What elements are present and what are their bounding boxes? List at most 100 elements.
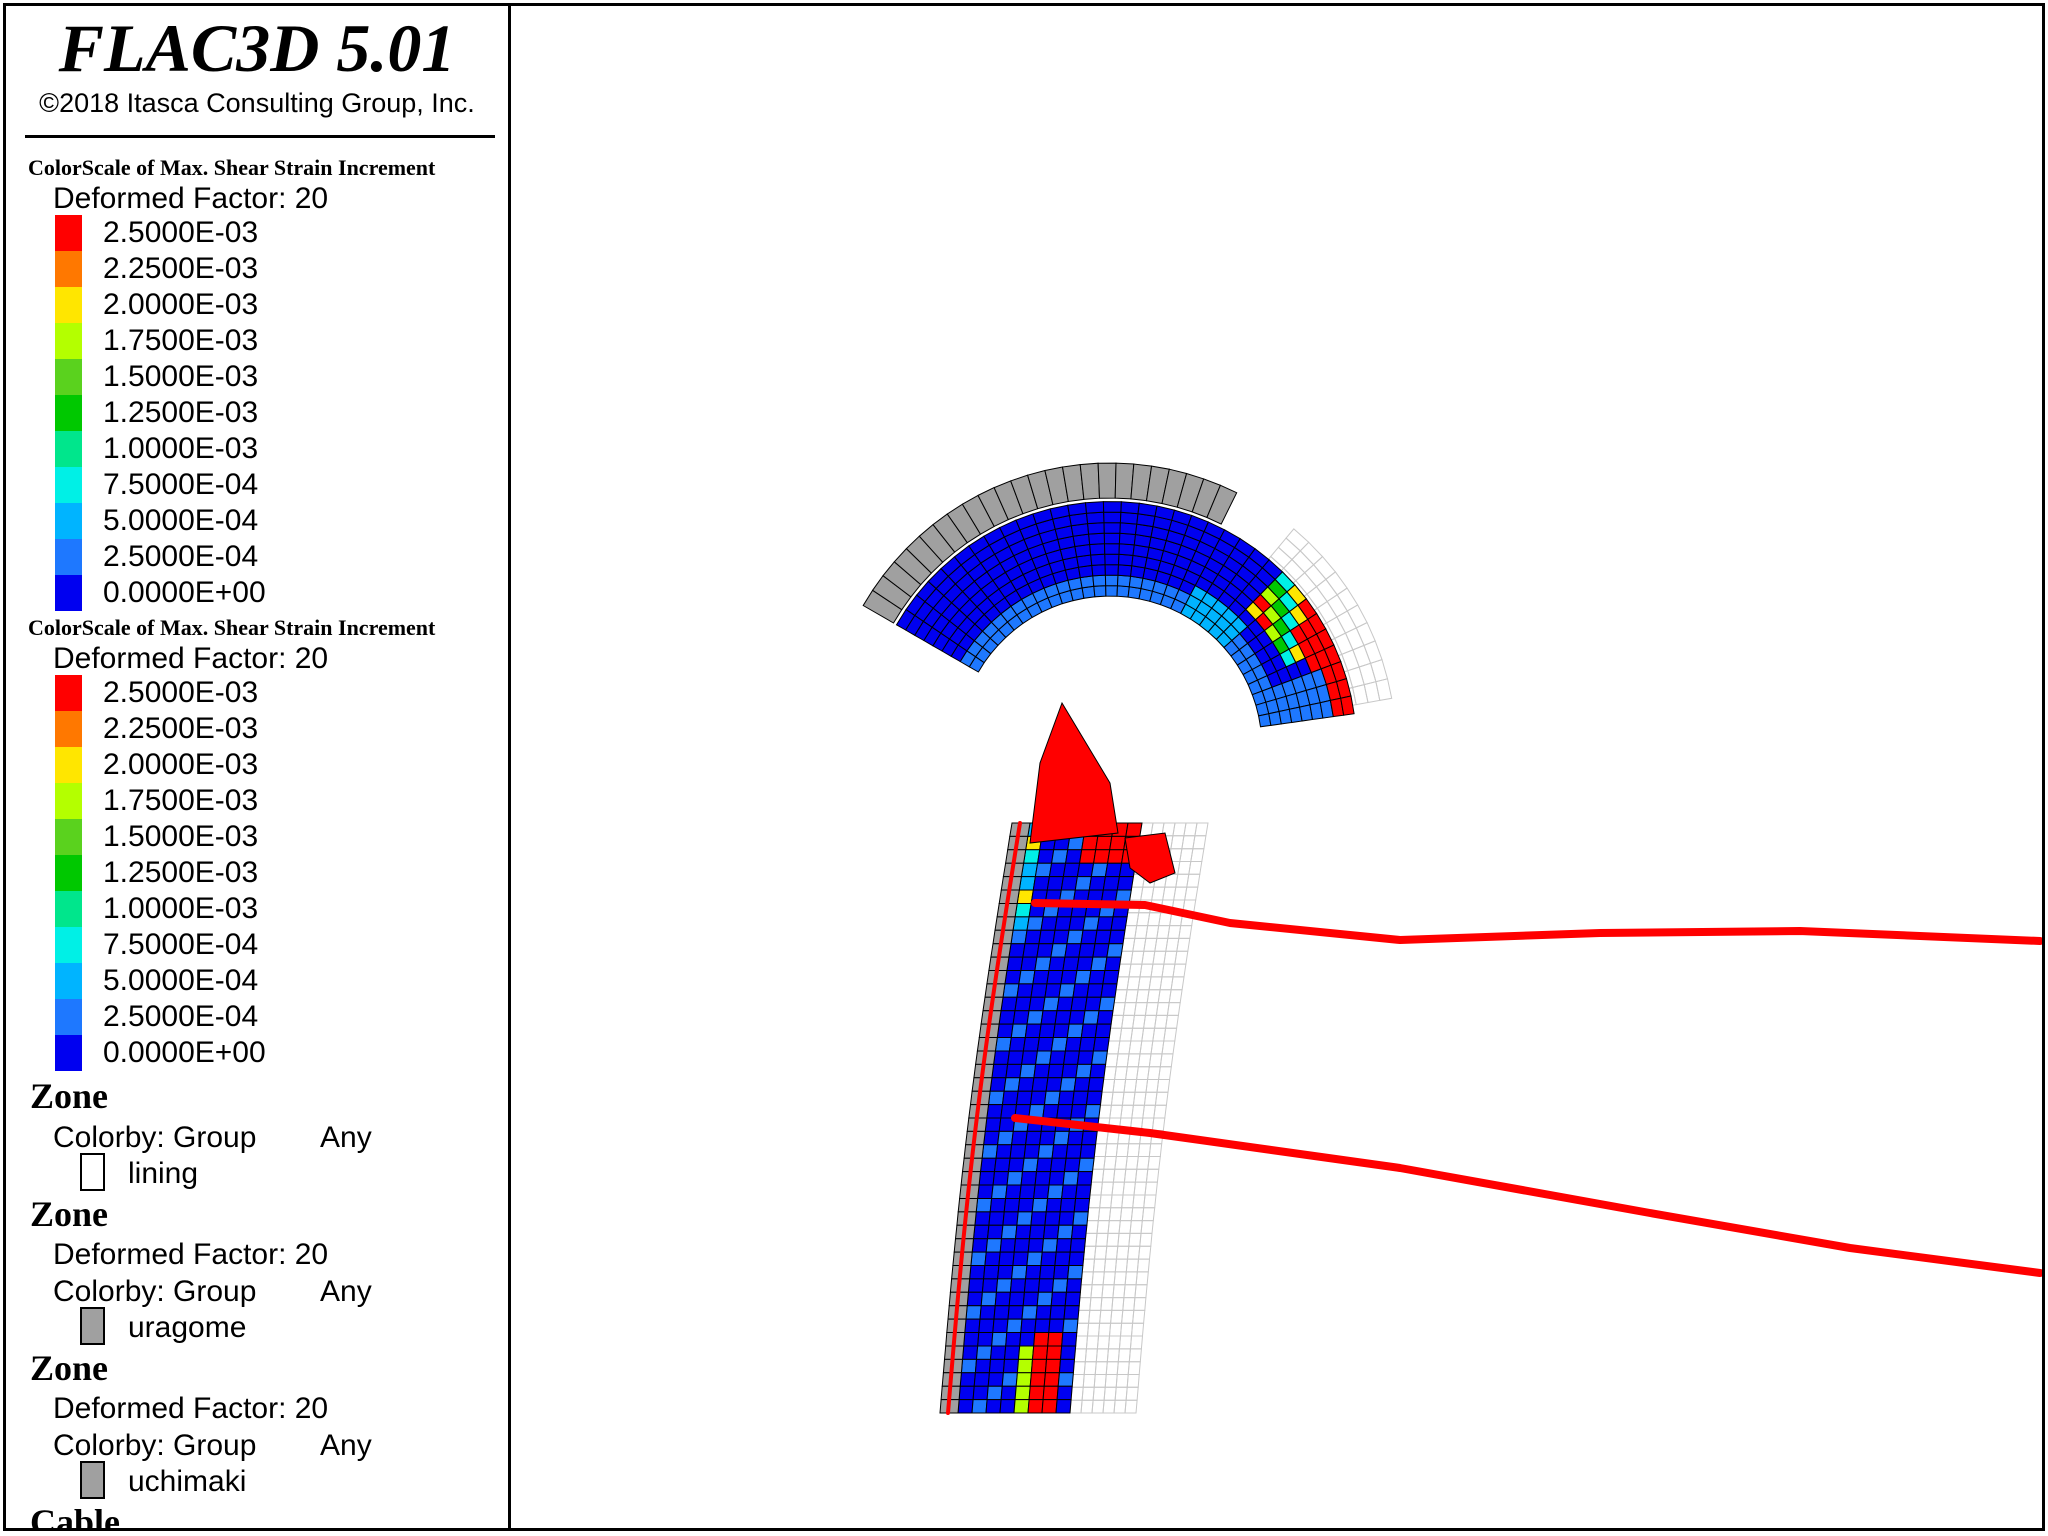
ghost-cell	[1084, 1232, 1098, 1247]
deformed-factor-label: Deformed Factor: 20	[53, 182, 329, 215]
ghost-cell	[1110, 1194, 1124, 1209]
ghost-cell	[1112, 1284, 1126, 1299]
ghost-cell	[1109, 1104, 1123, 1119]
strain-cell	[1065, 1278, 1083, 1293]
strain-cell	[1000, 1224, 1018, 1240]
strain-cell	[993, 1050, 1010, 1065]
strain-cell	[1117, 553, 1134, 567]
strain-cell	[1033, 1184, 1050, 1199]
colorscale-value: 2.5000E-04	[103, 540, 259, 573]
ghost-cell	[1132, 1091, 1147, 1106]
strain-cell	[1064, 943, 1082, 958]
strain-cell	[1003, 1198, 1021, 1213]
strain-cell	[1062, 956, 1080, 971]
strain-cell	[1011, 1265, 1028, 1280]
strain-cell	[1049, 1050, 1066, 1065]
strain-cell	[1072, 983, 1090, 998]
ghost-cell	[1126, 1374, 1140, 1388]
strain-cell	[979, 1305, 996, 1320]
ghost-cell	[1100, 1181, 1114, 1196]
strain-cell	[1023, 1144, 1041, 1159]
strain-cell	[1095, 835, 1113, 851]
ghost-cell	[1128, 1348, 1142, 1363]
model-viewport[interactable]	[511, 3, 2045, 1531]
ghost-cell	[1111, 1181, 1125, 1196]
strain-cell	[1064, 1037, 1082, 1052]
colorby-any: Any	[320, 1429, 372, 1462]
ghost-cell	[1178, 925, 1193, 939]
ghost-cell	[1121, 1091, 1136, 1106]
strain-cell	[1005, 1332, 1022, 1347]
strain-cell	[1107, 849, 1125, 864]
ghost-cell	[1148, 1143, 1163, 1157]
strain-cell	[1091, 1050, 1108, 1065]
strain-cell	[1070, 1224, 1088, 1240]
ghost-cell	[1110, 1091, 1125, 1106]
strain-cell	[1002, 983, 1020, 998]
ghost-cell	[1088, 1194, 1102, 1209]
ghost-cell	[1170, 976, 1185, 991]
strain-cell	[1116, 876, 1134, 891]
strain-cell	[985, 1238, 1003, 1253]
strain-cell	[1047, 1063, 1065, 1079]
strain-cell	[1009, 1144, 1027, 1159]
strain-cell	[1054, 916, 1072, 931]
strain-cell	[1041, 1399, 1058, 1414]
ghost-cell	[1095, 1348, 1109, 1363]
group-swatch-lining	[80, 1153, 105, 1191]
colorscale-swatch	[55, 503, 82, 539]
strain-cell	[1014, 996, 1032, 1012]
strain-cell	[1124, 832, 1176, 884]
colorscale-swatch	[55, 575, 82, 611]
strain-cell	[1042, 996, 1060, 1012]
strain-cell	[1104, 553, 1120, 566]
strain-cell	[1118, 532, 1137, 546]
ghost-cell	[1172, 963, 1187, 978]
colorscale-swatch	[55, 711, 82, 747]
ghost-cell	[1116, 1361, 1130, 1375]
ghost-cell	[1089, 1297, 1103, 1311]
strain-cell	[1084, 1104, 1102, 1119]
ghost-cell	[1084, 1348, 1098, 1363]
colorscale-value: 1.2500E-03	[103, 396, 259, 429]
ghost-cell	[1112, 1168, 1127, 1183]
strain-cell	[1108, 929, 1126, 945]
strain-cell	[1017, 1198, 1035, 1213]
strain-cell	[1081, 1130, 1098, 1146]
colorby-any: Any	[320, 1275, 372, 1308]
strain-cell	[1106, 943, 1124, 958]
strain-cell	[1091, 564, 1106, 577]
strain-cell	[1005, 1063, 1023, 1079]
strain-cell	[1013, 1399, 1030, 1414]
strain-cell	[1110, 916, 1128, 931]
colorscale-value: 2.2500E-03	[103, 252, 259, 285]
strain-cell	[1075, 1063, 1093, 1079]
ghost-cell	[1158, 1066, 1172, 1080]
legend-divider	[25, 135, 495, 138]
strain-cell	[1014, 1224, 1032, 1240]
strain-cell	[1012, 1010, 1030, 1025]
ghost-cell	[1124, 1399, 1138, 1414]
strain-cell	[1037, 1144, 1055, 1159]
ghost-cell	[1121, 1309, 1135, 1324]
strain-cell	[1035, 1305, 1052, 1320]
strain-cell	[1030, 983, 1048, 998]
strain-cell	[1104, 564, 1120, 576]
strain-cell	[1063, 1305, 1080, 1320]
strain-cell	[1066, 1023, 1084, 1038]
strain-cell	[1074, 876, 1092, 891]
ghost-cell	[1114, 1258, 1129, 1273]
strain-cell	[1025, 1130, 1042, 1146]
cable-heading: Cable	[30, 1502, 120, 1531]
ghost-cell	[1092, 1258, 1107, 1273]
strain-cell	[984, 1117, 1002, 1132]
strain-cell	[1093, 585, 1107, 598]
strain-cell	[1034, 862, 1053, 878]
colorscale-swatch	[55, 395, 82, 431]
strain-cell	[1014, 1385, 1031, 1401]
strain-cell	[992, 1318, 1009, 1333]
ghost-cell	[1118, 1335, 1133, 1350]
strain-cell	[961, 1345, 979, 1360]
strain-cell	[1070, 1104, 1088, 1119]
strain-cell	[989, 1077, 1007, 1092]
